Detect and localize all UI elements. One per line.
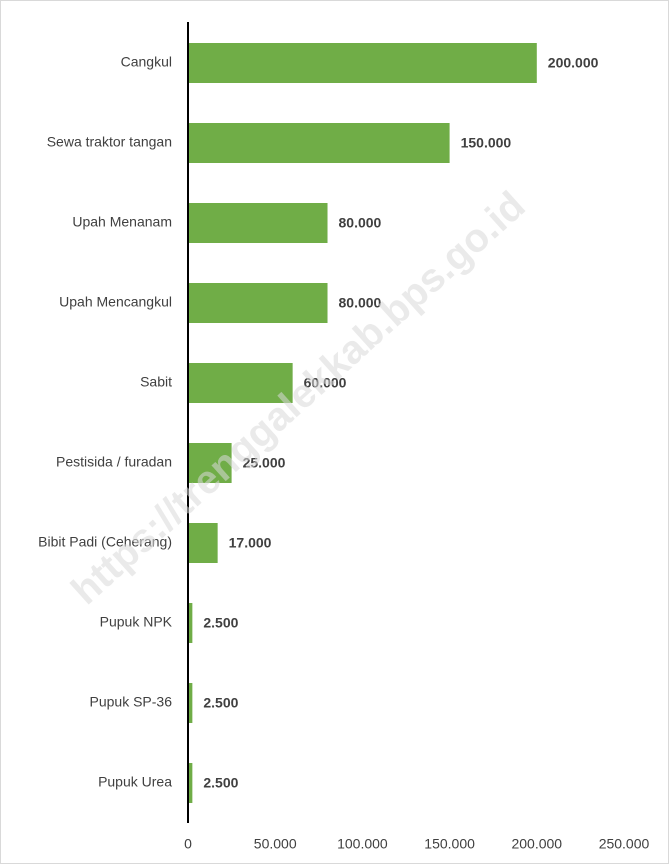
x-tick-label: 150.000: [424, 836, 475, 852]
bar: [188, 443, 232, 483]
y-tick-label: Cangkul: [121, 54, 172, 70]
x-tick-label: 100.000: [337, 836, 388, 852]
value-label: 200.000: [548, 55, 599, 71]
bar: [188, 283, 328, 323]
bar: [188, 43, 537, 83]
x-tick-label: 50.000: [254, 836, 297, 852]
value-label: 2.500: [203, 695, 238, 711]
y-tick-label: Upah Menanam: [72, 214, 172, 230]
bar: [188, 763, 193, 803]
y-tick-label: Upah Mencangkul: [59, 294, 172, 310]
y-tick-label: Pupuk SP-36: [90, 694, 173, 710]
value-label: 2.500: [203, 615, 238, 631]
x-tick-label: 250.000: [599, 836, 650, 852]
x-tick-label: 0: [184, 836, 192, 852]
value-label: 2.500: [203, 775, 238, 791]
value-label: 150.000: [461, 135, 512, 151]
bar: [188, 363, 293, 403]
y-tick-label: Pupuk NPK: [100, 614, 173, 630]
value-label: 17.000: [229, 535, 272, 551]
y-tick-label: Bibit Padi (Ceherang): [38, 534, 172, 550]
value-label: 80.000: [339, 215, 382, 231]
value-label: 60.000: [304, 375, 347, 391]
bar: [188, 523, 218, 563]
bar: [188, 203, 328, 243]
y-tick-label: Pupuk Urea: [98, 774, 172, 790]
y-tick-label: Sabit: [140, 374, 172, 390]
y-tick-label: Pestisida / furadan: [56, 454, 172, 470]
x-tick-label: 200.000: [511, 836, 562, 852]
bar: [188, 603, 193, 643]
value-label: 80.000: [339, 295, 382, 311]
y-tick-label: Sewa traktor tangan: [47, 134, 172, 150]
bar: [188, 683, 193, 723]
bar: [188, 123, 450, 163]
value-label: 25.000: [243, 455, 286, 471]
